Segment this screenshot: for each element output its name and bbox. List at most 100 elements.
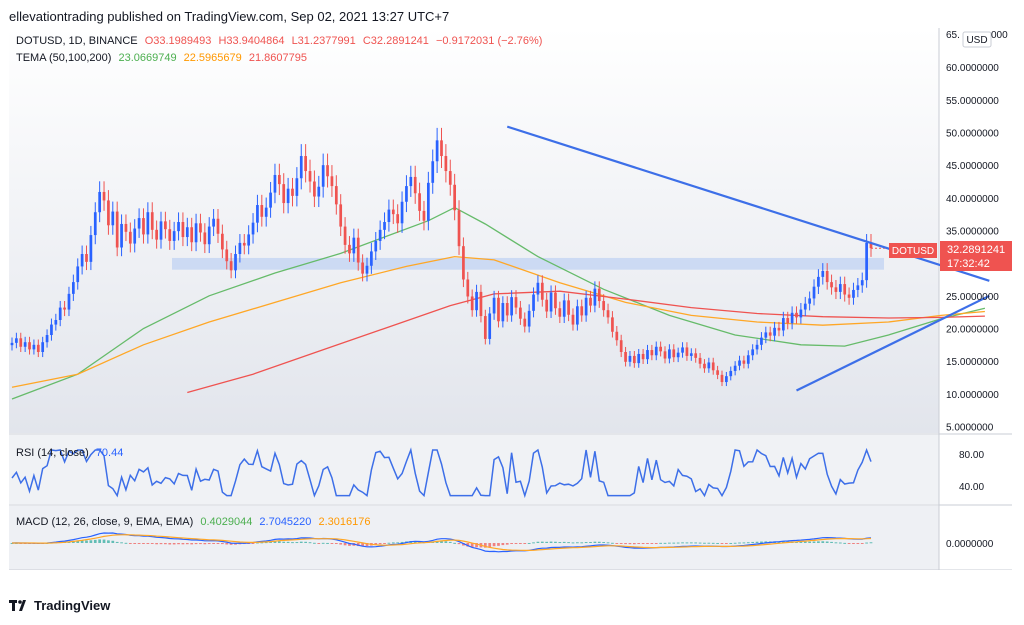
candle-body bbox=[852, 289, 855, 298]
macd-histogram-bar bbox=[654, 543, 658, 544]
candle-body bbox=[786, 318, 790, 324]
candle-body bbox=[352, 237, 356, 254]
macd-histogram-bar bbox=[637, 543, 641, 545]
rsi-tick-label: 80.00 bbox=[959, 450, 984, 461]
tema-200-line bbox=[187, 290, 985, 394]
macd-histogram-bar bbox=[751, 541, 755, 543]
candle-body bbox=[558, 308, 562, 317]
candle-body bbox=[269, 192, 272, 208]
candle-body bbox=[146, 212, 150, 235]
macd-histogram-bar bbox=[760, 541, 763, 543]
macd-histogram-bar bbox=[869, 542, 873, 544]
candle-body bbox=[545, 299, 549, 312]
candle-body bbox=[703, 363, 706, 369]
candle-body bbox=[435, 140, 439, 162]
legend-symbol[interactable]: DOTUSD, 1D, BINANCE bbox=[16, 35, 138, 47]
candle-body bbox=[396, 214, 400, 224]
candle-body bbox=[707, 362, 711, 369]
currency-badge[interactable] bbox=[962, 31, 992, 48]
candle-body bbox=[641, 353, 645, 360]
candle-body bbox=[273, 174, 277, 193]
macd-histogram-bar bbox=[273, 541, 277, 543]
candle-body bbox=[580, 306, 584, 316]
macd-histogram-bar bbox=[668, 542, 671, 544]
macd-histogram-bar bbox=[89, 540, 93, 543]
candle-body bbox=[865, 242, 868, 281]
legend-tema-2: 22.5965679 bbox=[183, 52, 242, 64]
macd-histogram-bar bbox=[830, 541, 833, 543]
macd-histogram-bar bbox=[400, 541, 404, 543]
price-tick-label: 60.0000000 bbox=[946, 63, 999, 74]
macd-histogram-bar bbox=[107, 540, 110, 543]
candle-body bbox=[10, 342, 14, 346]
candle-body bbox=[632, 355, 636, 364]
candle-body bbox=[650, 350, 654, 356]
rsi-legend-label[interactable]: RSI (14, close) bbox=[16, 447, 89, 459]
candle-body bbox=[115, 211, 119, 248]
ascending-trendline bbox=[796, 294, 990, 392]
candle-body bbox=[466, 279, 470, 297]
macd-histogram-bar bbox=[448, 541, 452, 543]
macd-histogram-bar bbox=[606, 542, 610, 544]
currency-label: USD bbox=[966, 35, 987, 46]
candle-body bbox=[431, 161, 435, 183]
candle-body bbox=[738, 360, 741, 366]
price-tick-label: 40.0000000 bbox=[946, 194, 999, 205]
macd-legend-label[interactable]: MACD (12, 26, close, 9, EMA, EMA) bbox=[16, 516, 194, 528]
macd-histogram-bar bbox=[102, 539, 106, 543]
candle-body bbox=[711, 362, 715, 371]
candle-body bbox=[89, 235, 93, 262]
macd-histogram-bar bbox=[825, 541, 829, 543]
candle-body bbox=[23, 342, 27, 347]
candle-body bbox=[725, 376, 728, 383]
macd-signal-line bbox=[12, 534, 872, 551]
macd-histogram-bar bbox=[212, 543, 215, 544]
candle-body bbox=[15, 338, 18, 343]
candle-body bbox=[619, 340, 623, 352]
last-price-label: 32.2891241 bbox=[947, 244, 1005, 256]
macd-histogram-bar bbox=[76, 540, 80, 543]
candle-body bbox=[120, 223, 123, 248]
price-tick-label: 50.0000000 bbox=[946, 129, 999, 140]
candle-body bbox=[137, 218, 141, 229]
main-pane-bg bbox=[9, 28, 939, 433]
footer-brand[interactable]: TradingView bbox=[9, 598, 110, 613]
macd-histogram-bar bbox=[172, 543, 176, 545]
candle-body bbox=[370, 251, 373, 266]
price-tick-label: 35.0000000 bbox=[946, 227, 999, 238]
candle-body bbox=[203, 232, 207, 245]
chart-frame: 60.0000000 55.0000000 50.0000000 45.0000000… bbox=[9, 28, 1012, 586]
candle-body bbox=[124, 223, 128, 232]
macd-histogram-bar bbox=[164, 543, 167, 545]
candle-body bbox=[28, 342, 31, 350]
last-price-tag-bg bbox=[940, 241, 1012, 271]
macd-histogram-bar bbox=[519, 543, 522, 544]
macd-histogram-bar bbox=[808, 541, 812, 543]
macd-histogram-bar bbox=[812, 541, 816, 543]
candle-body bbox=[409, 176, 413, 187]
symbol-tag-bg bbox=[889, 243, 937, 258]
macd-histogram-bar bbox=[348, 543, 351, 546]
candle-body bbox=[773, 327, 776, 336]
macd-histogram-bar bbox=[602, 542, 606, 544]
macd-histogram-bar bbox=[291, 542, 294, 544]
macd-histogram-bar bbox=[286, 541, 290, 543]
candle-body bbox=[672, 349, 676, 358]
candle-body bbox=[681, 347, 684, 353]
legend-close: C32.2891241 bbox=[362, 35, 429, 47]
rsi-line bbox=[11, 447, 872, 499]
candle-body bbox=[790, 312, 794, 324]
candle-body bbox=[128, 231, 132, 244]
macd-histogram-bar bbox=[689, 542, 693, 544]
main-legend-row2: TEMA (50,100,200) 23.0669749 22.5965679 … bbox=[16, 52, 311, 64]
macd-histogram-bar bbox=[847, 543, 851, 544]
macd-histogram-bar bbox=[632, 543, 636, 545]
candle-body bbox=[492, 297, 496, 314]
macd-histogram-bar bbox=[694, 542, 698, 544]
macd-histogram-bar bbox=[260, 542, 264, 544]
price-tick-label: 25.0000000 bbox=[946, 292, 999, 303]
macd-histogram-bar bbox=[457, 543, 461, 545]
candle-body bbox=[247, 234, 251, 246]
price-chart[interactable]: 60.0000000 55.0000000 50.0000000 45.0000000… bbox=[9, 28, 1012, 586]
legend-tema-label[interactable]: TEMA (50,100,200) bbox=[16, 52, 112, 64]
